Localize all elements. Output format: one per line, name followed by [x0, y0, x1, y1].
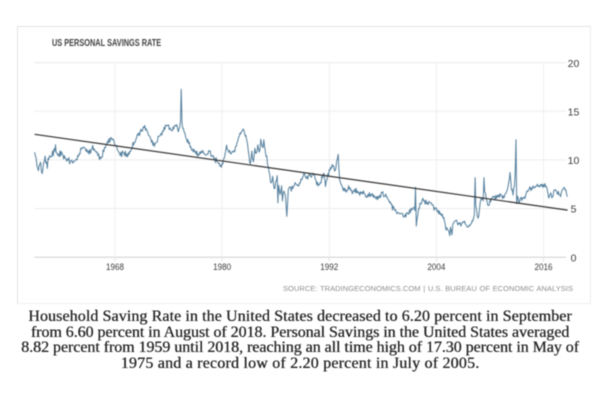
- svg-text:5: 5: [571, 204, 577, 216]
- svg-text:15: 15: [568, 106, 580, 118]
- svg-text:1968: 1968: [106, 262, 124, 272]
- svg-text:1980: 1980: [213, 262, 231, 272]
- svg-text:20: 20: [568, 58, 580, 70]
- svg-text:2004: 2004: [427, 262, 445, 272]
- svg-text:2016: 2016: [535, 262, 553, 272]
- svg-text:0: 0: [571, 252, 577, 264]
- svg-text:1992: 1992: [320, 262, 338, 272]
- svg-text:10: 10: [568, 155, 580, 167]
